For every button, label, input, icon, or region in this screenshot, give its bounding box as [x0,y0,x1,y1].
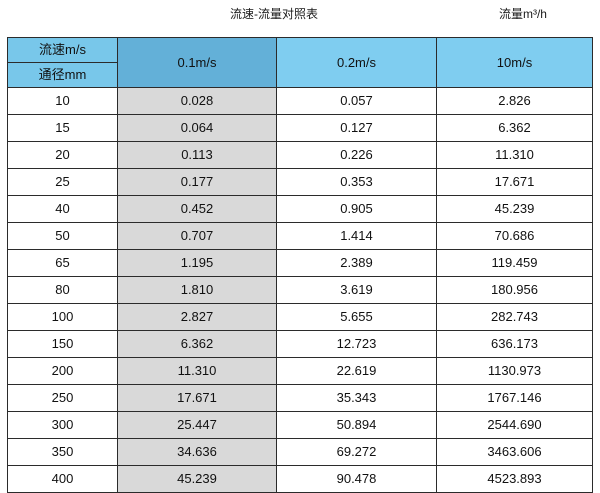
cell-flow-0-2ms: 0.353 [276,168,437,196]
caption-row: 流速-流量对照表 流量m³/h [0,0,600,36]
cell-flow-10ms: 1767.146 [436,384,593,412]
cell-flow-10ms: 636.173 [436,330,593,358]
table-row: 100 2.827 5.655 282.743 [7,303,593,331]
cell-flow-0-1ms: 45.239 [117,465,277,493]
corner-velocity-label: 流速m/s [8,38,117,63]
cell-diameter: 150 [7,330,118,358]
cell-flow-0-1ms: 11.310 [117,357,277,385]
cell-diameter: 15 [7,114,118,142]
cell-flow-0-2ms: 12.723 [276,330,437,358]
cell-flow-0-2ms: 5.655 [276,303,437,331]
cell-flow-10ms: 6.362 [436,114,593,142]
cell-flow-0-1ms: 0.064 [117,114,277,142]
cell-flow-0-2ms: 1.414 [276,222,437,250]
cell-flow-0-1ms: 0.113 [117,141,277,169]
cell-flow-10ms: 17.671 [436,168,593,196]
cell-diameter: 40 [7,195,118,223]
cell-diameter: 10 [7,87,118,115]
cell-flow-10ms: 4523.893 [436,465,593,493]
column-header-0-2ms: 0.2m/s [276,37,437,88]
cell-flow-0-1ms: 6.362 [117,330,277,358]
column-header-10ms: 10m/s [436,37,593,88]
table-header: 流速m/s 通径mm 0.1m/s 0.2m/s 10m/s [7,37,593,88]
table-row: 150 6.362 12.723 636.173 [7,330,593,358]
cell-flow-0-2ms: 35.343 [276,384,437,412]
cell-diameter: 100 [7,303,118,331]
cell-flow-0-1ms: 0.177 [117,168,277,196]
cell-flow-10ms: 1130.973 [436,357,593,385]
cell-flow-10ms: 70.686 [436,222,593,250]
cell-flow-0-1ms: 25.447 [117,411,277,439]
cell-diameter: 80 [7,276,118,304]
cell-flow-0-2ms: 50.894 [276,411,437,439]
cell-flow-10ms: 2544.690 [436,411,593,439]
cell-flow-10ms: 282.743 [436,303,593,331]
table-row: 350 34.636 69.272 3463.606 [7,438,593,466]
cell-flow-0-1ms: 1.195 [117,249,277,277]
flow-table-wrapper: 流速m/s 通径mm 0.1m/s 0.2m/s 10m/s 10 0.028 0.… [7,37,593,493]
cell-flow-10ms: 119.459 [436,249,593,277]
table-row: 10 0.028 0.057 2.826 [7,87,593,115]
cell-diameter: 300 [7,411,118,439]
cell-flow-10ms: 3463.606 [436,438,593,466]
cell-diameter: 350 [7,438,118,466]
table-row: 50 0.707 1.414 70.686 [7,222,593,250]
cell-flow-0-2ms: 69.272 [276,438,437,466]
cell-flow-0-2ms: 0.127 [276,114,437,142]
cell-flow-0-1ms: 1.810 [117,276,277,304]
cell-flow-0-2ms: 0.057 [276,87,437,115]
cell-flow-0-1ms: 2.827 [117,303,277,331]
page-title: 流速-流量对照表 [230,7,318,21]
cell-flow-0-2ms: 22.619 [276,357,437,385]
cell-flow-0-2ms: 90.478 [276,465,437,493]
flow-rate-table: 流速m/s 通径mm 0.1m/s 0.2m/s 10m/s 10 0.028 0.… [7,37,593,493]
cell-flow-0-1ms: 34.636 [117,438,277,466]
flow-unit-label: 流量m³/h [498,7,547,21]
table-row: 200 11.310 22.619 1130.973 [7,357,593,385]
table-row: 400 45.239 90.478 4523.893 [7,465,593,493]
cell-diameter: 250 [7,384,118,412]
cell-flow-10ms: 2.826 [436,87,593,115]
cell-flow-10ms: 11.310 [436,141,593,169]
table-row: 80 1.810 3.619 180.956 [7,276,593,304]
cell-flow-10ms: 180.956 [436,276,593,304]
cell-flow-0-1ms: 0.707 [117,222,277,250]
cell-flow-0-2ms: 0.226 [276,141,437,169]
table-row: 40 0.452 0.905 45.239 [7,195,593,223]
cell-diameter: 65 [7,249,118,277]
cell-flow-0-1ms: 0.452 [117,195,277,223]
table-corner-header: 流速m/s 通径mm [7,37,118,88]
table-row: 20 0.113 0.226 11.310 [7,141,593,169]
table-header-row: 流速m/s 通径mm 0.1m/s 0.2m/s 10m/s [7,37,593,88]
cell-diameter: 200 [7,357,118,385]
cell-diameter: 25 [7,168,118,196]
table-row: 65 1.195 2.389 119.459 [7,249,593,277]
cell-flow-0-2ms: 3.619 [276,276,437,304]
cell-flow-0-1ms: 0.028 [117,87,277,115]
cell-flow-0-2ms: 0.905 [276,195,437,223]
cell-flow-10ms: 45.239 [436,195,593,223]
table-row: 250 17.671 35.343 1767.146 [7,384,593,412]
table-row: 25 0.177 0.353 17.671 [7,168,593,196]
table-row: 300 25.447 50.894 2544.690 [7,411,593,439]
cell-flow-0-1ms: 17.671 [117,384,277,412]
cell-diameter: 50 [7,222,118,250]
table-body: 10 0.028 0.057 2.826 15 0.064 0.127 6.362 20 0.11… [7,87,593,493]
cell-flow-0-2ms: 2.389 [276,249,437,277]
cell-diameter: 400 [7,465,118,493]
cell-diameter: 20 [7,141,118,169]
corner-diameter-label: 通径mm [8,63,117,87]
table-row: 15 0.064 0.127 6.362 [7,114,593,142]
column-header-0-1ms: 0.1m/s [117,37,277,88]
